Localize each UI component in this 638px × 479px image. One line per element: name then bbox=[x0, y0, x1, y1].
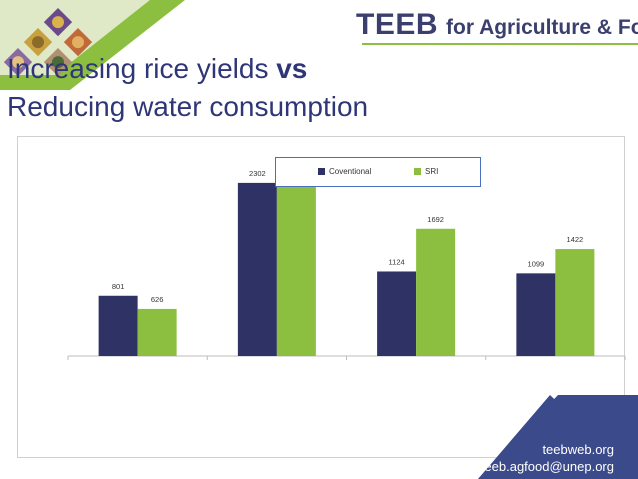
bars-layer bbox=[98, 173, 595, 356]
data-label-sri-4: 1422 bbox=[567, 235, 584, 244]
slide-title-line-2: Reducing water consumption bbox=[7, 91, 369, 122]
data-label-coventional-1: 801 bbox=[112, 282, 125, 291]
corner-banner bbox=[0, 0, 185, 90]
photo-tile-1 bbox=[43, 8, 73, 37]
brand-bold: TEEB bbox=[356, 8, 439, 41]
bar-sri-4 bbox=[555, 249, 595, 356]
legend-swatch-sri bbox=[414, 168, 421, 175]
data-label-coventional-3: 1124 bbox=[389, 257, 405, 266]
legend-entry-coventional: Coventional bbox=[318, 167, 371, 176]
title-prefix: Increasing rice yields bbox=[7, 53, 277, 84]
data-label-sri-1: 626 bbox=[151, 295, 164, 304]
chart-frame bbox=[17, 136, 625, 458]
bar-coventional-1 bbox=[98, 295, 138, 356]
website-link[interactable]: teebweb.org bbox=[542, 442, 614, 457]
photo-tile-4 bbox=[3, 48, 33, 77]
email-link[interactable]: teeb.agfood@unep.org bbox=[480, 459, 614, 474]
legend-label-coventional: Coventional bbox=[329, 167, 372, 176]
photo-tile-3 bbox=[63, 28, 93, 57]
data-label-sri-3: 1692 bbox=[427, 215, 444, 224]
contact-info: teebweb.org teeb.agfood@unep.org bbox=[481, 441, 614, 475]
header-divider bbox=[362, 43, 638, 45]
photo-tile-5 bbox=[43, 48, 73, 77]
axis-layer bbox=[67, 355, 626, 360]
brand-rest: for Agriculture & Food bbox=[446, 16, 638, 39]
slide-title-line-1: Increasing rice yields vs bbox=[7, 53, 307, 85]
title-bold: vs bbox=[276, 53, 308, 84]
data-label-coventional-4: 1099 bbox=[528, 259, 545, 268]
bar-sri-2 bbox=[276, 173, 316, 356]
bar-sri-1 bbox=[137, 308, 177, 356]
bar-coventional-2 bbox=[237, 182, 277, 356]
legend-entry-sri: SRI bbox=[414, 167, 438, 176]
data-label-coventional-2: 2302 bbox=[249, 169, 266, 178]
bar-sri-3 bbox=[416, 228, 456, 356]
bar-coventional-4 bbox=[516, 273, 556, 356]
brand-logo: TEEB for Agriculture & Food bbox=[356, 8, 638, 41]
legend-swatch-coventional bbox=[318, 168, 325, 175]
bar-coventional-3 bbox=[377, 271, 417, 356]
chart-legend: Coventional SRI bbox=[275, 157, 481, 187]
photo-tile-2 bbox=[23, 28, 53, 57]
legend-label-sri: SRI bbox=[425, 167, 439, 176]
